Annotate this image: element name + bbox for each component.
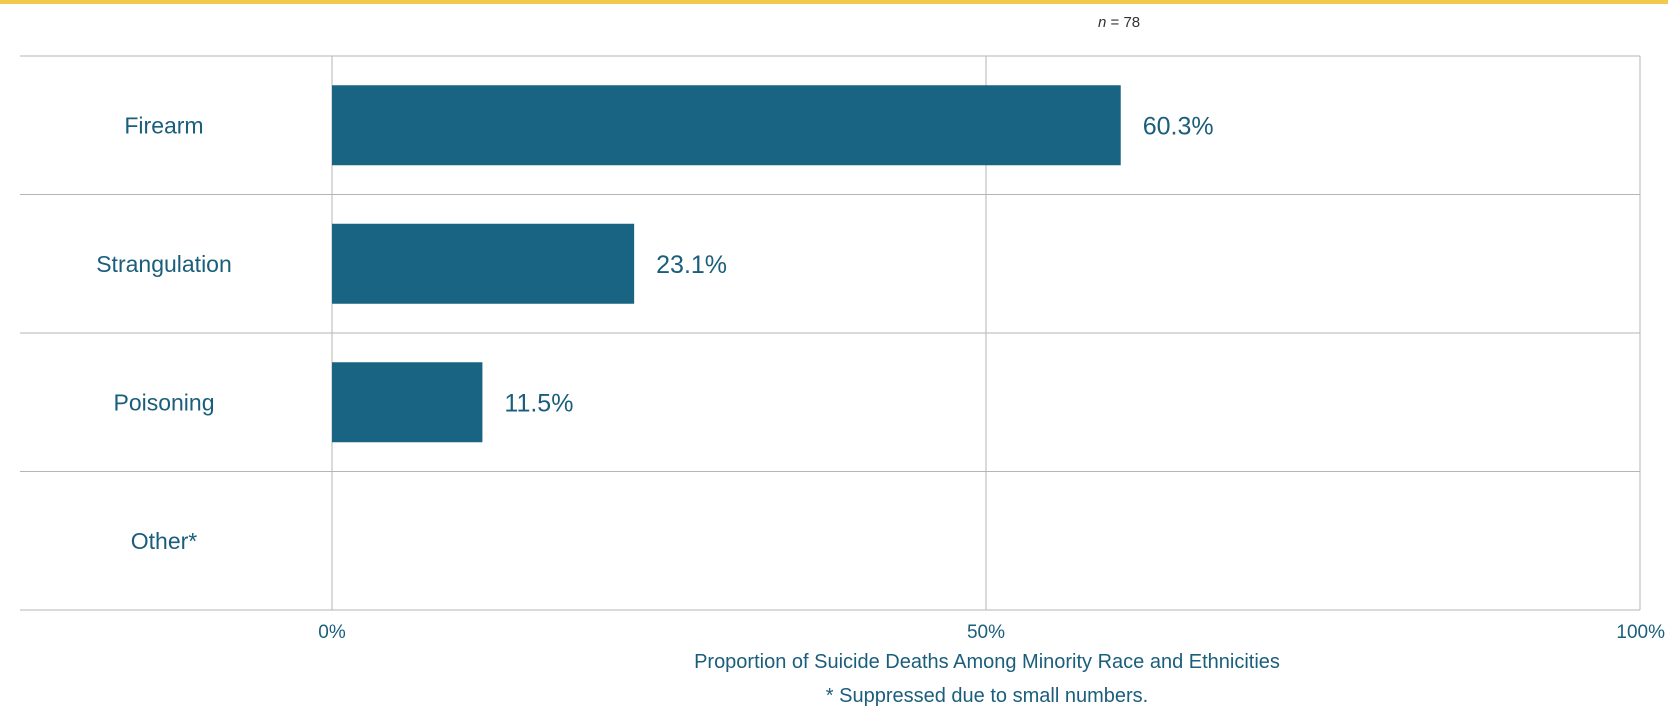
- top-accent-rule: [0, 0, 1668, 4]
- category-label: Other*: [131, 528, 198, 554]
- sample-size-value: = 78: [1106, 14, 1140, 31]
- value-labels: 60.3% 23.1% 11.5%: [504, 112, 1213, 417]
- bar: [332, 85, 1121, 166]
- sample-size-label: n = 78: [1098, 14, 1140, 31]
- footnote: * Suppressed due to small numbers.: [826, 685, 1148, 707]
- category-labels: Firearm Strangulation Poisoning Other*: [96, 112, 232, 554]
- data-label: 23.1%: [656, 251, 727, 279]
- bar: [332, 223, 635, 304]
- x-tick-label: 100%: [1616, 622, 1665, 643]
- x-axis-ticks: 0% 50% 100%: [318, 622, 1665, 643]
- chart-bars: [332, 85, 1121, 443]
- data-label: 60.3%: [1143, 112, 1214, 140]
- data-label: 11.5%: [504, 389, 573, 417]
- x-tick-label: 0%: [318, 622, 346, 643]
- category-label: Strangulation: [96, 251, 232, 277]
- bar: [332, 362, 483, 443]
- sample-size-prefix: n: [1098, 14, 1106, 31]
- category-label: Firearm: [124, 112, 203, 138]
- category-label: Poisoning: [113, 389, 214, 415]
- x-tick-label: 50%: [967, 622, 1005, 643]
- x-axis-title: Proportion of Suicide Deaths Among Minor…: [694, 651, 1280, 673]
